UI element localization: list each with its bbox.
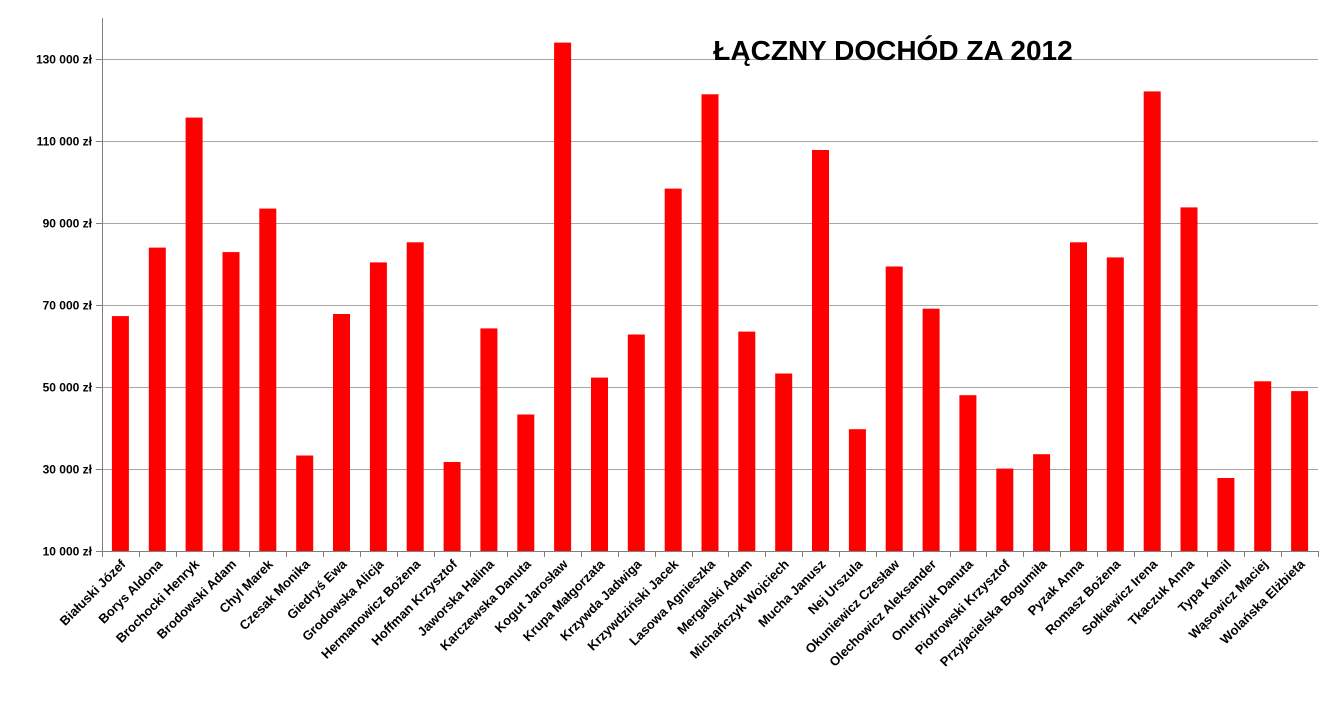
y-tick-label: 90 000 zł [43,217,93,231]
bar [1254,381,1272,551]
bar [738,331,756,551]
bar [996,468,1014,551]
bar [369,262,387,551]
bar [1143,91,1161,552]
bar [922,308,940,551]
bar [517,414,535,551]
chart-title: ŁĄCZNY DOCHÓD ZA 2012 [713,35,1072,66]
y-tick-label: 130 000 zł [36,53,93,67]
bar [591,377,608,551]
bar [1033,454,1051,551]
bar [848,429,866,551]
bar [222,252,240,551]
x-tick-label: Borys Aldona [95,556,166,627]
bar [664,188,682,551]
bar [1291,391,1309,551]
y-tick-label: 50 000 zł [43,381,93,395]
y-tick-label: 70 000 zł [43,299,93,313]
bar [885,266,903,551]
bar [627,334,645,551]
bar [1070,242,1087,552]
bar [775,373,793,551]
bar [480,328,498,551]
bar [443,462,461,551]
bar [111,316,129,551]
bar [959,395,977,551]
bar [1217,478,1235,551]
bar [296,455,314,551]
bar [1180,207,1198,551]
y-tick-label: 110 000 zł [37,135,93,149]
bar [1106,257,1124,551]
bar [185,117,203,551]
bar [554,42,572,551]
y-axis: 10 000 zł 30 000 zł 50 000 zł 70 000 zł 90 0… [36,18,103,559]
bar [333,314,350,551]
bar [259,208,277,551]
bars-group [111,42,1309,552]
bar [406,242,424,552]
bar [701,94,719,552]
bar [812,150,829,551]
y-tick-label: 30 000 zł [43,463,93,477]
bar [148,247,166,551]
y-tick-label: 10 000 zł [43,545,93,559]
